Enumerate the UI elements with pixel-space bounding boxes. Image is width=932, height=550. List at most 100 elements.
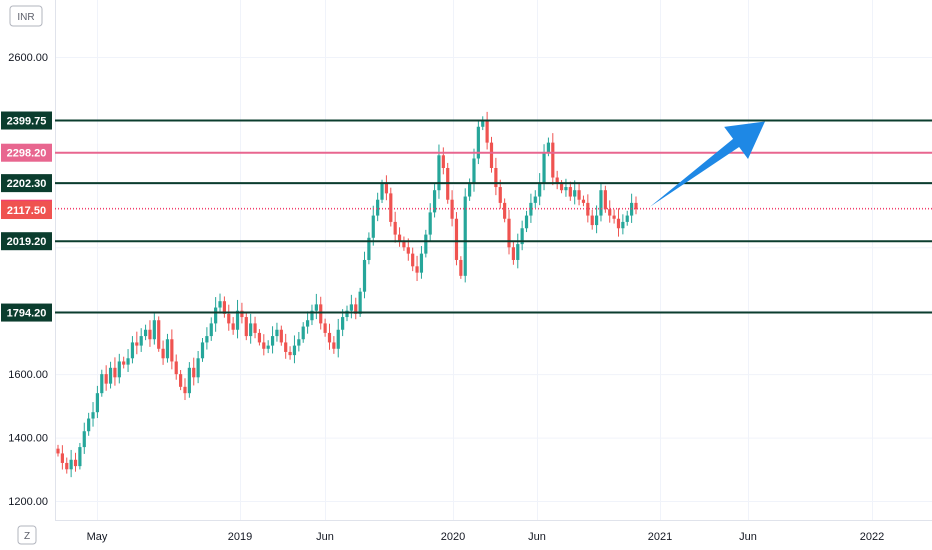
candle-body <box>196 358 200 378</box>
candle-body <box>227 313 231 324</box>
candle-body <box>319 304 323 324</box>
candle-body <box>511 247 515 260</box>
candle-body <box>432 190 437 213</box>
candle-body <box>437 155 441 191</box>
x-tick-label: May <box>87 531 108 543</box>
candle-body <box>397 234 402 241</box>
candle-body <box>284 342 288 352</box>
candle-body <box>91 412 95 419</box>
candle-body <box>87 418 91 432</box>
candle-body <box>507 218 511 248</box>
candle-body <box>590 215 594 226</box>
level-label-box <box>1 303 52 322</box>
grid-lines <box>55 0 932 520</box>
candle-body <box>489 142 494 168</box>
candle-body <box>551 142 555 178</box>
candle-body <box>384 183 389 194</box>
candle-body <box>354 304 358 314</box>
scale-button[interactable]: Z <box>17 525 37 545</box>
x-tick-label: 2021 <box>648 531 672 543</box>
candle-body <box>183 386 187 394</box>
candle-body <box>485 120 489 143</box>
candle-body <box>542 152 546 184</box>
level-lines: 2399.752298.202202.302121.602117.502019.… <box>1 111 932 322</box>
x-tick-label: 2019 <box>228 531 252 543</box>
candle-body <box>253 323 257 333</box>
candle-body <box>104 374 108 384</box>
level-label: 2202.30 <box>7 178 47 190</box>
candle-body <box>314 304 318 311</box>
candle-body <box>122 361 126 365</box>
candle-body <box>559 183 564 191</box>
candle-body <box>371 215 375 238</box>
x-tick-label: Jun <box>316 531 334 543</box>
x-axis: May 2019 Jun 2020 Jun 2021 Jun 2022 <box>87 531 885 543</box>
candle-body <box>323 323 327 333</box>
candle-body <box>524 215 529 229</box>
level-label-box <box>1 111 52 130</box>
candle-body <box>533 196 537 203</box>
level-label: 1794.20 <box>7 308 47 320</box>
candle-body <box>179 374 183 387</box>
candle-body <box>108 367 113 384</box>
candle-body <box>336 329 340 349</box>
candle-body <box>616 218 621 229</box>
candle-body <box>266 345 270 349</box>
level-label: 2399.75 <box>7 116 47 128</box>
candle-body <box>564 187 568 191</box>
candle-body <box>402 240 406 248</box>
candle-body <box>310 310 314 321</box>
candle-body <box>130 342 135 359</box>
candle-body <box>415 266 419 273</box>
candle-body <box>244 317 248 337</box>
candle-body <box>594 215 599 226</box>
candle-body <box>376 199 380 216</box>
candle-body <box>165 339 170 359</box>
candle-body <box>301 326 305 340</box>
candle-body <box>100 374 104 394</box>
candle-body <box>60 453 64 463</box>
candle-body <box>218 301 222 308</box>
level-label-box <box>1 232 52 251</box>
candle-body <box>581 199 586 203</box>
candle-body <box>148 329 152 340</box>
scale-button-label: Z <box>24 531 30 542</box>
candle-body <box>468 183 472 197</box>
candle-body <box>362 259 367 292</box>
candle-body <box>599 190 603 216</box>
candle-body <box>288 351 292 356</box>
candle-body <box>555 177 559 184</box>
candle-body <box>393 221 397 235</box>
candle-body <box>621 221 625 229</box>
currency-label: INR <box>17 12 34 23</box>
y-tick-label: 1600.00 <box>8 369 48 381</box>
candle-body <box>139 336 143 346</box>
candle-body <box>157 320 161 349</box>
candle-body <box>625 215 629 222</box>
candle-body <box>349 304 353 311</box>
candle-body <box>65 462 69 470</box>
candle-body <box>424 234 428 254</box>
x-tick-label: Jun <box>528 531 546 543</box>
candle-body <box>568 187 572 197</box>
candle-body <box>503 202 507 219</box>
currency-badge[interactable]: INR <box>9 5 43 27</box>
candle-body <box>586 202 590 216</box>
candle-body <box>345 310 349 318</box>
candle-body <box>603 190 607 210</box>
y-tick-label: 1200.00 <box>8 496 48 508</box>
candle-body <box>419 253 424 273</box>
candle-body <box>113 367 117 378</box>
candle-body <box>538 183 542 197</box>
candle-body <box>472 158 476 184</box>
candle-body <box>459 259 463 276</box>
y-tick-label: 2600.00 <box>8 52 48 64</box>
candle-body <box>143 329 148 337</box>
candle-body <box>135 342 139 346</box>
candle-body <box>262 342 266 349</box>
arrow-shape <box>650 121 765 207</box>
candle-body <box>231 323 235 330</box>
candle-body <box>367 237 371 260</box>
candle-body <box>95 393 100 413</box>
